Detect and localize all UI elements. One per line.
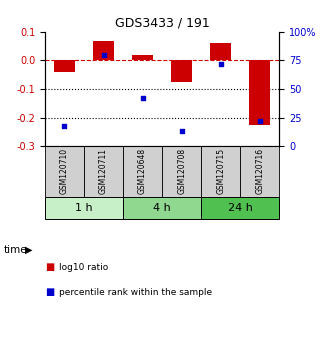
Text: 24 h: 24 h	[228, 203, 253, 213]
Point	[62, 123, 67, 129]
Point	[179, 129, 184, 134]
Text: GSM120708: GSM120708	[177, 148, 186, 194]
Bar	[201, 196, 279, 219]
Text: GSM120716: GSM120716	[255, 148, 264, 194]
Bar	[93, 41, 114, 61]
Text: ■: ■	[45, 287, 54, 297]
Bar	[123, 146, 162, 196]
Text: ▶: ▶	[25, 245, 32, 255]
Text: percentile rank within the sample: percentile rank within the sample	[59, 287, 213, 297]
Bar	[45, 146, 84, 196]
Point	[257, 118, 262, 124]
Bar	[123, 196, 201, 219]
Bar	[84, 146, 123, 196]
Bar	[240, 146, 279, 196]
Text: time: time	[3, 245, 27, 255]
Bar	[162, 146, 201, 196]
Point	[218, 61, 223, 67]
Title: GDS3433 / 191: GDS3433 / 191	[115, 16, 210, 29]
Text: GSM120648: GSM120648	[138, 148, 147, 194]
Bar	[171, 61, 192, 82]
Bar	[54, 61, 75, 72]
Point	[101, 52, 106, 58]
Text: GSM120710: GSM120710	[60, 148, 69, 194]
Bar	[249, 61, 271, 125]
Bar	[45, 196, 123, 219]
Text: log10 ratio: log10 ratio	[59, 263, 108, 272]
Bar	[210, 43, 231, 61]
Text: 4 h: 4 h	[153, 203, 171, 213]
Bar	[132, 55, 153, 61]
Text: GSM120715: GSM120715	[216, 148, 225, 194]
Text: ■: ■	[45, 262, 54, 272]
Point	[140, 95, 145, 101]
Text: 1 h: 1 h	[75, 203, 93, 213]
Text: GSM120711: GSM120711	[99, 148, 108, 194]
Bar	[201, 146, 240, 196]
